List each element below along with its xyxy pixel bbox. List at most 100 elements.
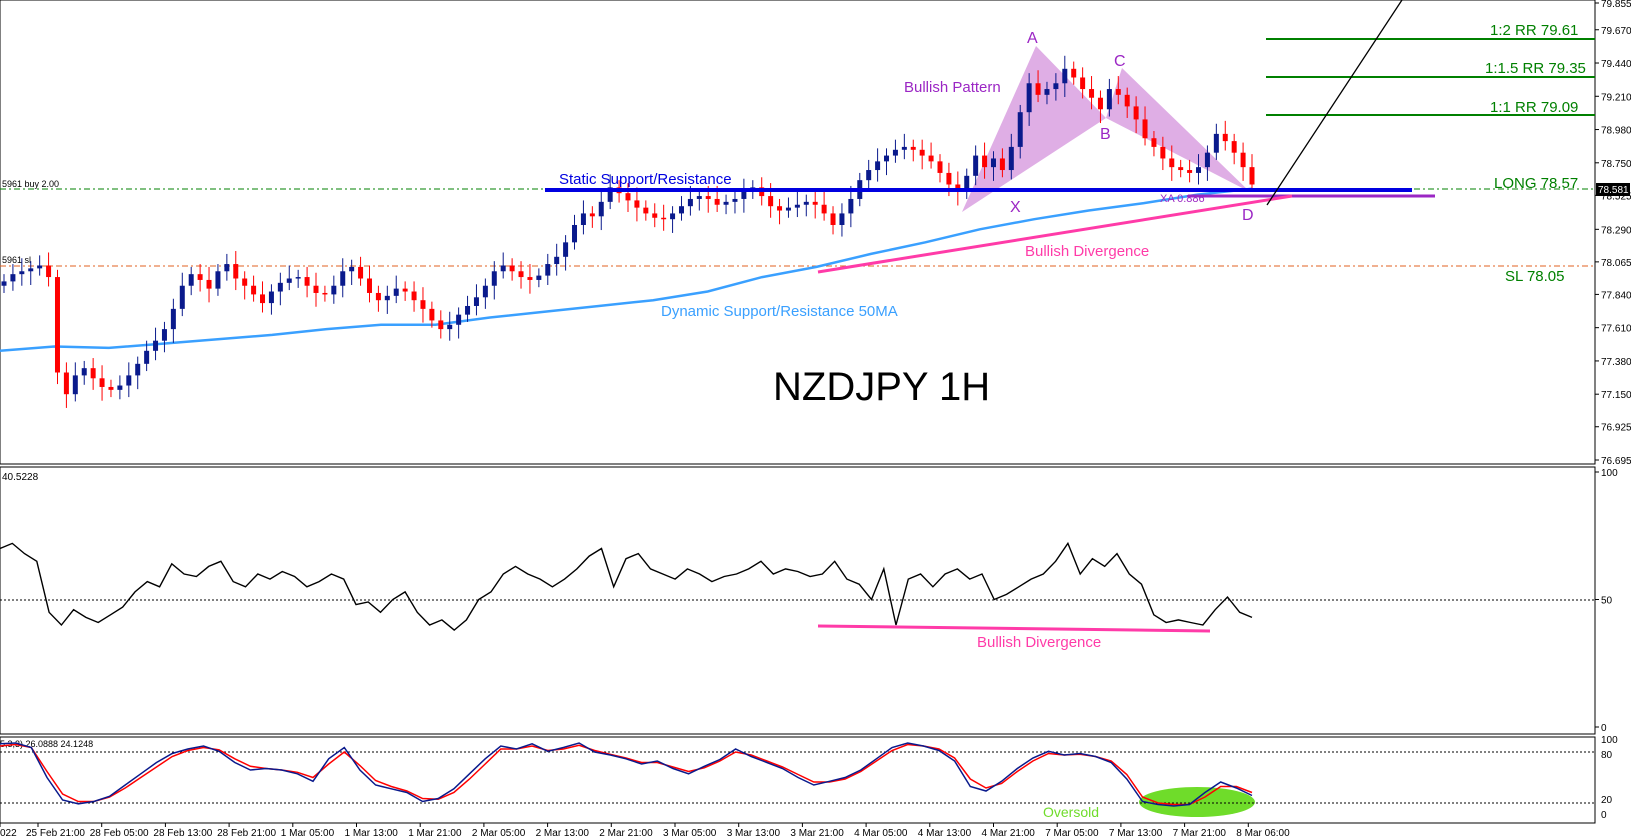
point-c-label: C [1114,53,1126,70]
candle-body [1249,167,1255,185]
stochastic-main-line [0,742,1253,807]
candle-body [242,278,248,286]
dynamic-sr-label: Dynamic Support/Resistance 50MA [661,303,898,320]
time-tick-label: 4 Mar 21:00 [982,828,1036,839]
rr1-label: 1:1 RR 79.09 [1490,99,1578,116]
candle-body [135,363,141,376]
price-tick-label: 78.750 [1601,159,1631,170]
candle-body [144,350,150,364]
candle-body [777,206,783,211]
stochastic-axis: 100 80 20 0 [1601,735,1618,821]
stochastic-tick-label: 80 [1601,750,1613,761]
ma50-line [0,187,1253,353]
candle-body [54,277,60,373]
candle-body [652,213,658,218]
candle-body [545,264,551,276]
rsi-line [0,541,1253,632]
long-label: LONG 78.57 [1494,175,1578,192]
candle-body [295,277,301,279]
stochastic-header: 5,3,3) 26.0888 24.1248 [0,739,93,749]
candle-body [678,206,684,214]
candle-body [1035,83,1041,95]
candle-body [830,213,836,225]
static-sr-label: Static Support/Resistance [559,171,732,188]
pattern-xab [962,46,1106,212]
rr15-label: 1:1.5 RR 79.35 [1485,60,1586,77]
candle-body [536,275,542,280]
time-tick-label: 28 Feb 13:00 [153,828,212,839]
pattern-bcd [1106,68,1250,192]
time-tick-label: 3 Mar 13:00 [727,828,781,839]
candle-body [1151,138,1157,147]
candle-body [1071,68,1077,78]
candle-body [268,291,274,304]
stochastic-panel [0,736,1596,824]
candle-body [919,149,925,156]
candle-body [1026,83,1032,113]
candle-body [875,161,881,171]
candle-body [384,295,390,301]
candle-body [1160,146,1166,159]
stochastic-tick-label: 0 [1601,810,1607,821]
candle-body [161,329,167,341]
candle-body [313,285,319,293]
candle-body [946,172,952,185]
candle-body [1213,133,1219,153]
candle-body [509,265,515,272]
price-tick-label: 79.440 [1601,59,1631,70]
candle-body [572,224,578,243]
time-tick-label: 25 Feb 21:00 [26,828,85,839]
candle-body [1089,89,1095,98]
price-divergence-line [817,194,1293,274]
candle-body [839,213,845,225]
candle-body [768,196,774,207]
candle-body [1097,97,1103,110]
candle-body [901,146,907,150]
candle-body [661,217,667,220]
point-x-label: X [1010,199,1021,216]
candle-body [260,294,266,304]
candle-body [366,278,372,293]
price-tick-label: 78.980 [1601,126,1631,137]
price-tick-label: 77.380 [1601,357,1631,368]
candle-body [1187,170,1193,173]
candle-body [723,201,729,205]
candle-body [554,256,560,265]
candle-body [1222,133,1228,142]
candle-body [563,242,569,257]
price-tick-label: 79.670 [1601,26,1631,37]
candle-body [598,201,604,217]
candle-body [482,285,488,298]
rr2-label: 1:2 RR 79.61 [1490,22,1578,39]
candle-body [714,198,720,205]
candle-body [90,368,96,379]
candle-body [1169,158,1175,168]
candle-body [340,271,346,286]
candle-body [803,201,809,205]
candle-body [411,291,417,301]
candle-body [990,158,996,168]
candle-body [580,213,586,225]
candle-body [643,207,649,214]
candle-body [687,198,693,207]
candle-body [465,305,471,315]
candle-body [1196,167,1202,173]
price-tick-label: 76.925 [1601,423,1631,434]
candle-body [634,200,640,208]
candle-body [197,274,203,280]
point-d-label: D [1242,207,1254,224]
candle-body [937,161,943,173]
candle-body [46,265,52,278]
price-tick-label: 76.695 [1601,456,1631,467]
candle-body [349,266,355,272]
candle-body [1053,83,1059,90]
candle-body [37,265,43,269]
point-b-label: B [1100,126,1111,143]
candle-body [518,271,524,278]
candle-body [732,198,738,202]
candle-body [491,271,497,286]
candle-body [170,308,176,330]
time-tick-label: 3 Mar 21:00 [790,828,844,839]
candle-body [322,292,328,295]
